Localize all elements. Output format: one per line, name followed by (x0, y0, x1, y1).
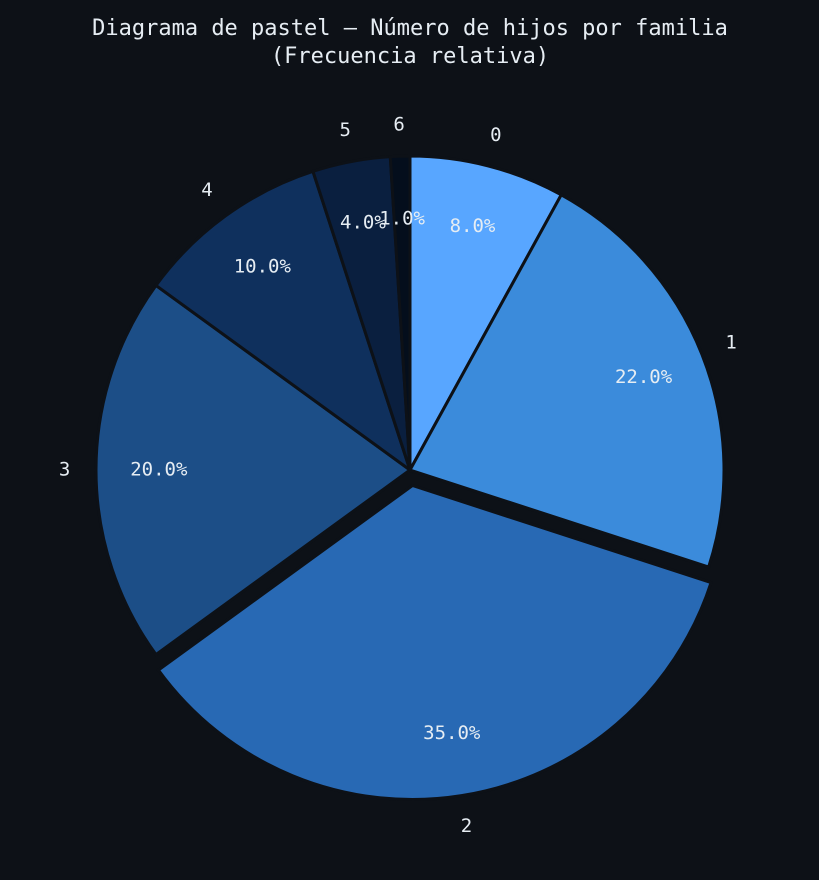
slice-percent-label: 8.0% (450, 215, 496, 237)
slice-category-label: 5 (340, 119, 351, 141)
slice-category-label: 1 (725, 331, 736, 353)
slice-category-label: 0 (490, 124, 501, 146)
pie-slice-6 (388, 154, 412, 471)
pie-slice-3 (94, 283, 413, 657)
slice-percent-label: 20.0% (130, 459, 188, 481)
pie-slice-4 (153, 169, 413, 474)
slice-percent-label: 4.0% (340, 212, 386, 234)
pie-slices (94, 154, 726, 801)
slice-percent-label: 10.0% (234, 255, 292, 277)
slice-category-label: 2 (461, 815, 472, 837)
slice-percent-label: 35.0% (423, 722, 481, 744)
slice-category-label: 4 (201, 179, 212, 201)
chart-subtitle: (Frecuencia relativa) (271, 44, 549, 69)
slice-category-label: 3 (59, 459, 70, 481)
slice-percent-label: 1.0% (379, 207, 425, 229)
chart-title: Diagrama de pastel — Número de hijos por… (92, 16, 728, 41)
slice-percent-label: 22.0% (615, 366, 673, 388)
pie-slice-0 (408, 154, 564, 471)
slice-category-label: 6 (393, 113, 404, 135)
pie-labels: 0 8.0% 1 22.0% 2 35.0% 3 20.0% 4 10.0% 5 4.0% 6 1.0% (59, 113, 737, 837)
pie-slice-2 (156, 483, 713, 801)
pie-slice-1 (407, 192, 726, 569)
